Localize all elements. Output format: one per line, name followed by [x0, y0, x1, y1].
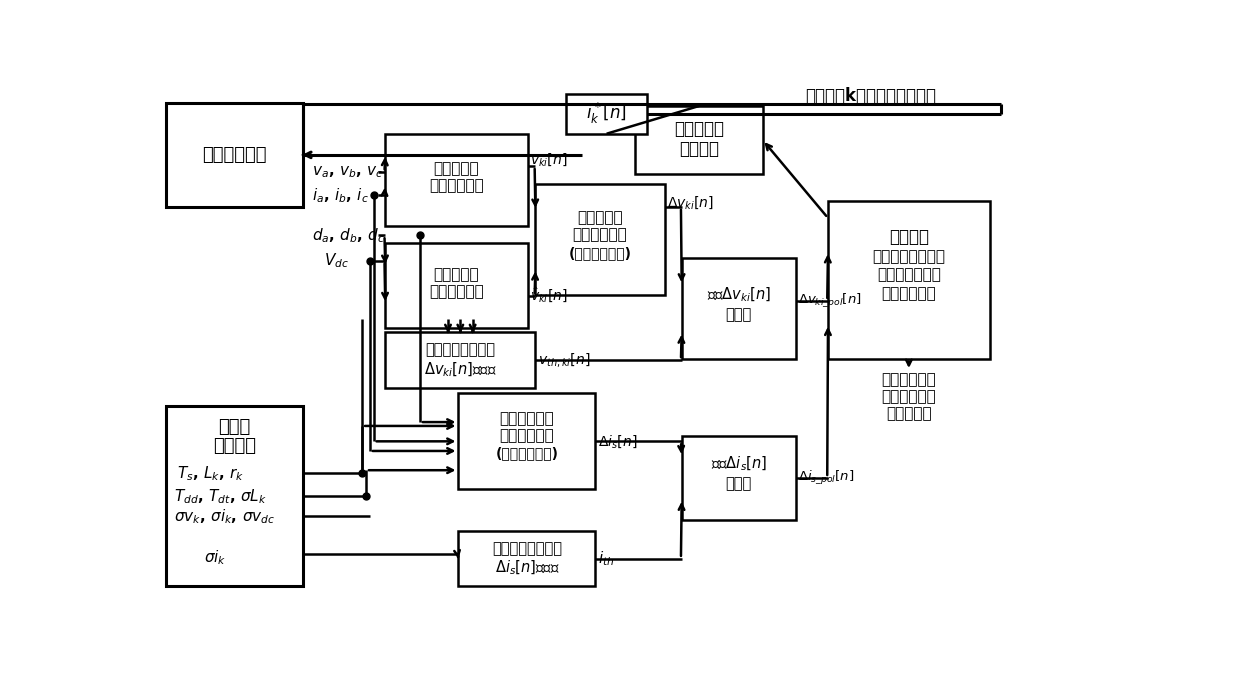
Text: 综合诊断: 综合诊断	[889, 228, 929, 246]
Text: $V_{dc}$: $V_{dc}$	[324, 252, 348, 270]
Bar	[386, 332, 536, 388]
Text: $T_s$, $L_k$, $r_k$: $T_s$, $L_k$, $r_k$	[176, 464, 244, 483]
Text: $v_{th,ki}[n]$: $v_{th,ki}[n]$	[538, 351, 590, 369]
Text: $v_a$, $v_b$, $v_c$: $v_a$, $v_b$, $v_c$	[312, 164, 383, 180]
Text: 的极性: 的极性	[725, 307, 751, 322]
Bar	[567, 94, 647, 134]
Text: (第二诊断变量): (第二诊断变量)	[496, 447, 558, 460]
Text: $\Delta i_{s\_pol}[n]$: $\Delta i_{s\_pol}[n]$	[799, 469, 854, 487]
Bar	[459, 393, 595, 490]
Bar	[635, 106, 763, 174]
Bar	[386, 134, 528, 226]
Text: 诊断出故障的: 诊断出故障的	[882, 373, 936, 388]
Text: $\Delta v_{ki}[n]$的阈值: $\Delta v_{ki}[n]$的阈值	[424, 360, 497, 378]
Text: $i_a$, $i_b$, $i_c$: $i_a$, $i_b$, $i_c$	[312, 186, 370, 205]
Text: 功率开关管: 功率开关管	[887, 407, 931, 422]
Text: 设定第二诊断变量: 设定第二诊断变量	[492, 541, 562, 556]
Text: 线电压偏差值: 线电压偏差值	[573, 226, 627, 241]
Text: 电流传感器故障和: 电流传感器故障和	[873, 249, 945, 264]
Text: (第一诊断变量): (第一诊断变量)	[569, 247, 631, 260]
Bar	[166, 103, 303, 207]
Text: 逆变器控制器: 逆变器控制器	[202, 146, 267, 164]
Text: 电流传感器: 电流传感器	[675, 120, 724, 138]
Text: $\hat{v}_{ki}[n]$: $\hat{v}_{ki}[n]$	[529, 286, 568, 305]
Text: 计算电感电流: 计算电感电流	[500, 411, 554, 426]
Text: $\Delta v_{ki\_pol}[n]$: $\Delta v_{ki\_pol}[n]$	[799, 292, 862, 310]
Bar	[166, 405, 303, 586]
Bar	[682, 435, 796, 520]
Bar	[682, 258, 796, 359]
Text: $i_k^*[n]$: $i_k^*[n]$	[587, 101, 627, 126]
Text: $\Delta i_s[n]$: $\Delta i_s[n]$	[598, 433, 637, 450]
Bar	[459, 531, 595, 586]
Text: 若诊断出k相电流传感器失效: 若诊断出k相电流传感器失效	[805, 87, 936, 105]
Text: 获得$\Delta i_s[n]$: 获得$\Delta i_s[n]$	[711, 455, 766, 473]
Text: 故障容错: 故障容错	[680, 140, 719, 158]
Text: 获得$\Delta v_{ki}[n]$: 获得$\Delta v_{ki}[n]$	[707, 285, 771, 304]
Text: $T_{dd}$, $T_{dt}$, $\sigma L_k$: $T_{dd}$, $T_{dt}$, $\sigma L_k$	[174, 487, 267, 506]
Text: $\sigma v_k$, $\sigma i_k$, $\sigma v_{dc}$: $\sigma v_k$, $\sigma i_k$, $\sigma v_{d…	[174, 507, 275, 525]
Bar	[536, 184, 665, 296]
Text: 的极性: 的极性	[725, 477, 751, 492]
Text: 线电压实际值: 线电压实际值	[429, 178, 484, 194]
Text: 的故障诊断表: 的故障诊断表	[882, 286, 936, 301]
Bar	[828, 201, 990, 359]
Text: 计算桥臂间: 计算桥臂间	[434, 161, 480, 177]
Text: 线电压期望值: 线电压期望值	[429, 284, 484, 299]
Text: 计算桥臂间: 计算桥臂间	[578, 211, 622, 226]
Text: 设定第一诊断变量: 设定第一诊断变量	[425, 342, 495, 357]
Text: $d_a$, $d_b$, $d_c$: $d_a$, $d_b$, $d_c$	[312, 226, 386, 245]
Text: $\Delta i_s[n]$的阈值: $\Delta i_s[n]$的阈值	[495, 559, 559, 577]
Text: $i_{th}$: $i_{th}$	[598, 549, 614, 568]
Text: $v_{ki}[n]$: $v_{ki}[n]$	[529, 151, 568, 168]
Text: 计算桥臂间: 计算桥臂间	[434, 267, 480, 282]
Text: 电流传感器或: 电流传感器或	[882, 390, 936, 405]
Text: 逆变器: 逆变器	[218, 418, 250, 436]
Text: 之和的偏差值: 之和的偏差值	[500, 428, 554, 443]
Text: 功率管开路故障: 功率管开路故障	[877, 268, 941, 283]
Text: $\sigma i_k$: $\sigma i_k$	[205, 548, 227, 567]
Text: 系统参数: 系统参数	[213, 437, 255, 454]
Text: $\Delta v_{ki}[n]$: $\Delta v_{ki}[n]$	[667, 195, 714, 212]
Bar	[386, 243, 528, 327]
